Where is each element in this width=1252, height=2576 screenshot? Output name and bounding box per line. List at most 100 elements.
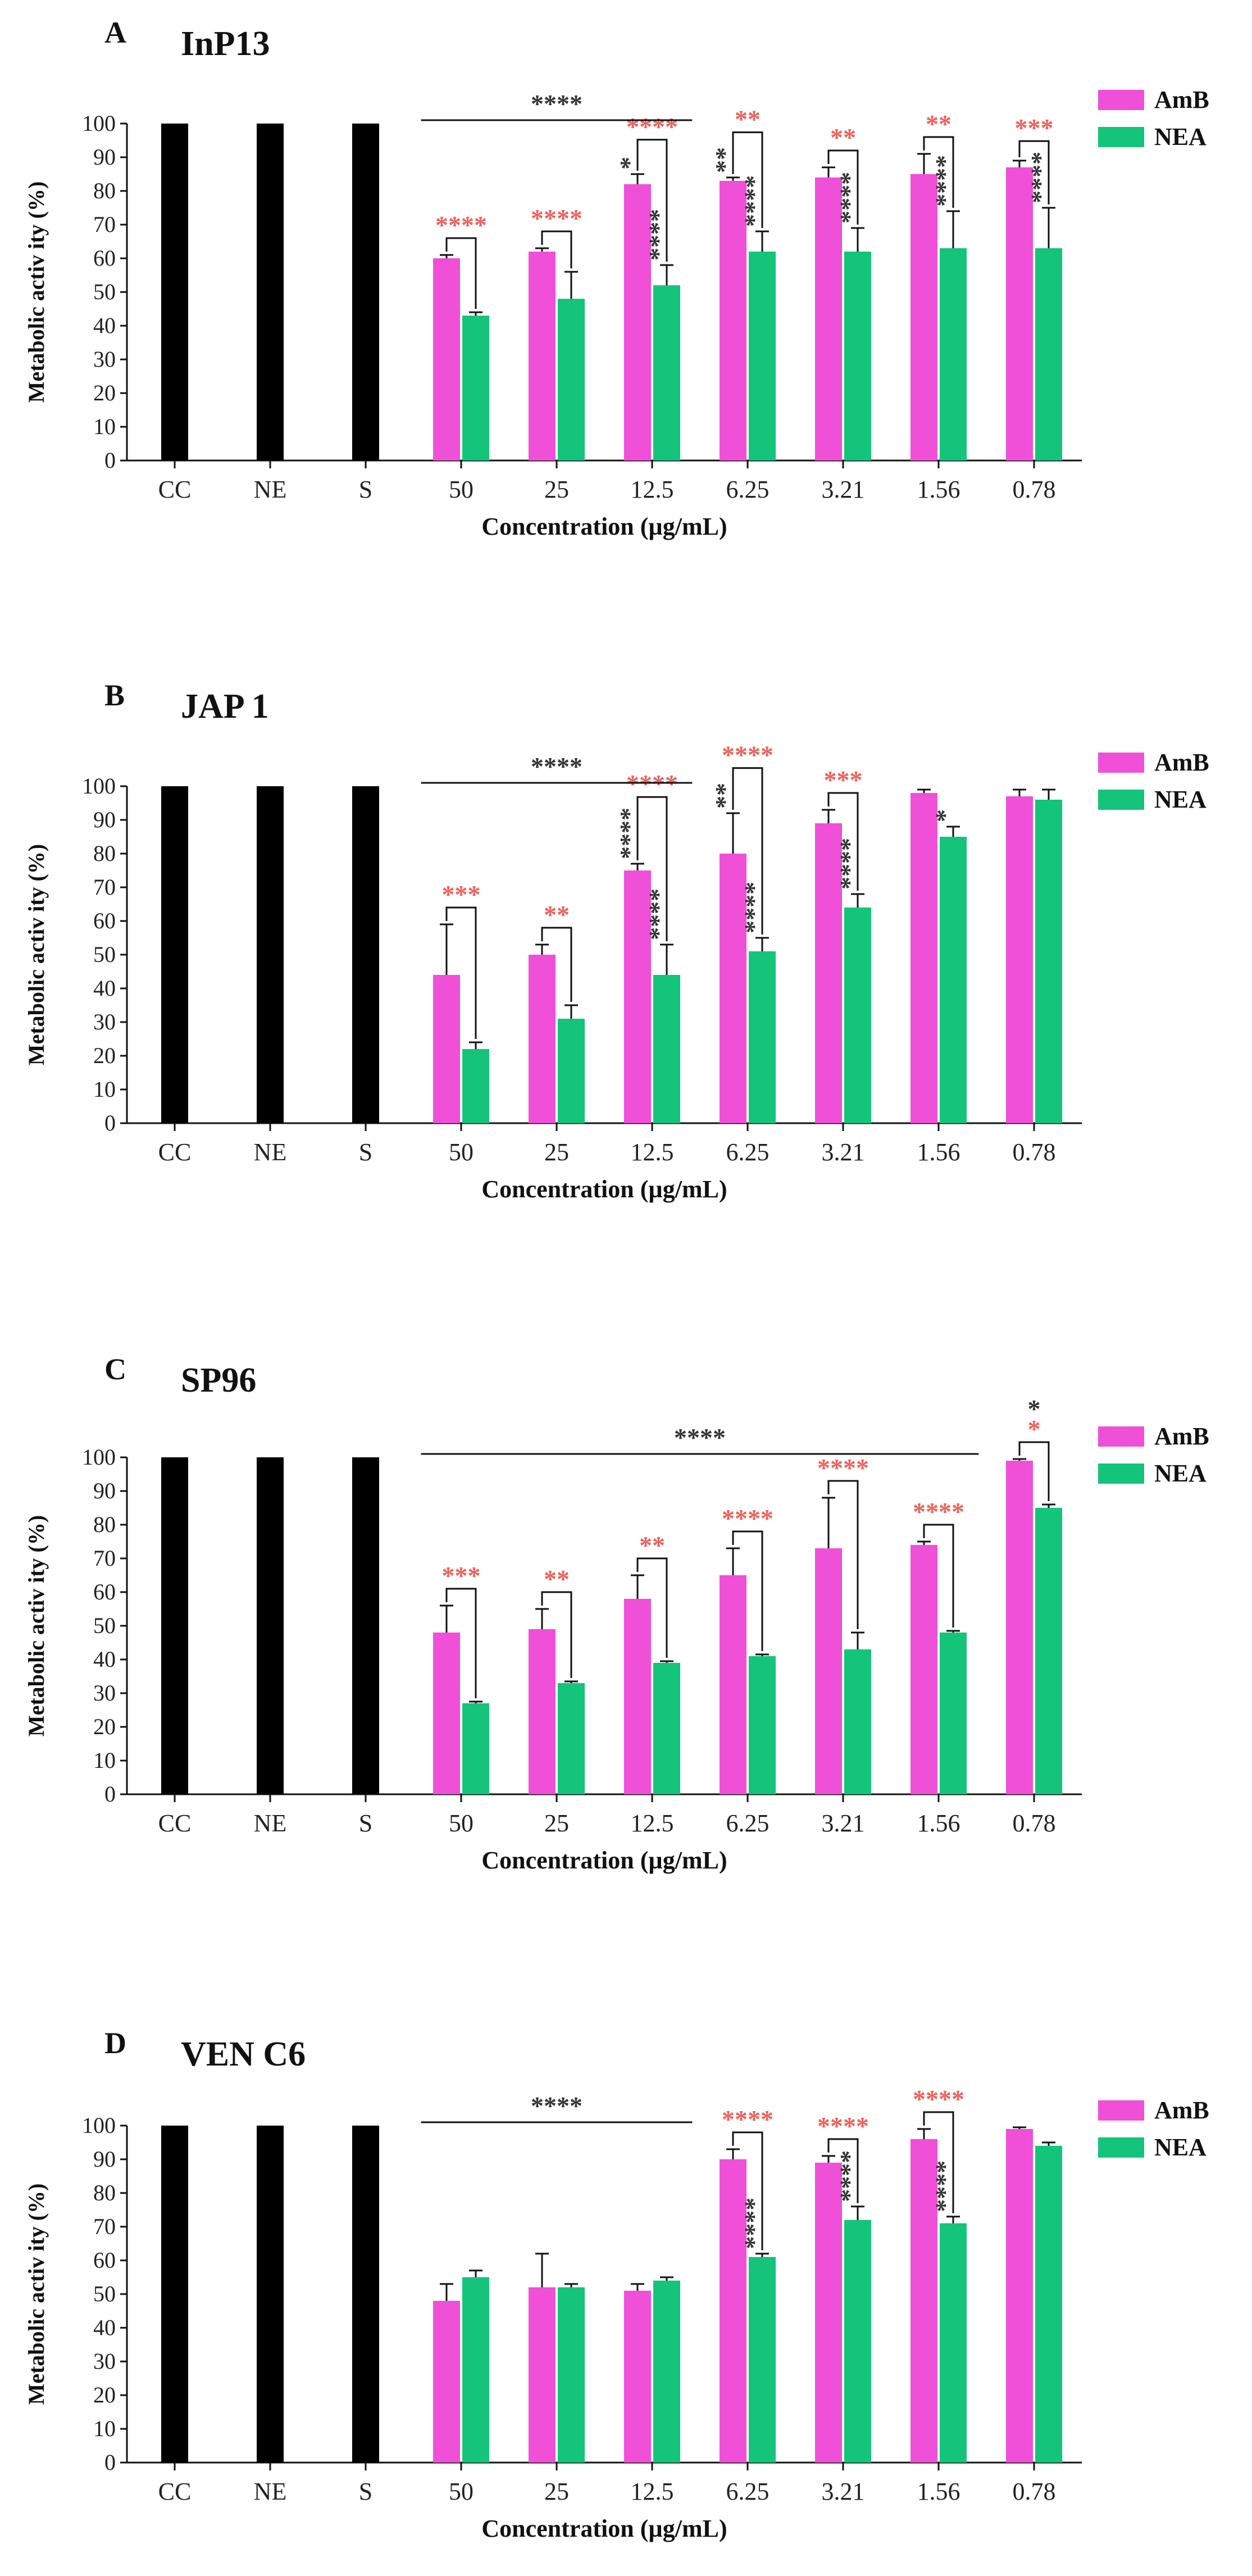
bar-nea xyxy=(1035,1508,1062,1794)
sig-bracket xyxy=(732,2131,763,2250)
group-bracket-label: **** xyxy=(531,89,582,118)
bar-amb xyxy=(624,184,651,461)
y-tick-label: 20 xyxy=(93,1714,116,1739)
bar-control-cc xyxy=(161,2126,188,2463)
sig-bracket xyxy=(636,796,668,941)
sig-amb: ** xyxy=(710,147,739,173)
sig-nea: **** xyxy=(835,172,863,224)
bar-control-cc xyxy=(161,786,188,1123)
bar-nea xyxy=(462,316,489,461)
sig-bracket xyxy=(636,139,668,262)
bar-control-s xyxy=(352,1457,379,1794)
y-tick-label: 50 xyxy=(93,942,116,967)
panel-title: JAP 1 xyxy=(181,687,269,726)
x-tick-label: 6.25 xyxy=(726,2478,770,2505)
sig-bracket xyxy=(923,2111,954,2213)
bar-nea xyxy=(940,837,967,1123)
bar-control-s xyxy=(352,2126,379,2463)
y-tick-label: 100 xyxy=(82,773,116,799)
x-tick-label: 6.25 xyxy=(726,476,770,503)
sig-nea: **** xyxy=(1026,152,1054,203)
bar-nea xyxy=(844,1649,871,1794)
x-tick-label: 12.5 xyxy=(631,1138,674,1166)
sig-pair: **** xyxy=(913,2085,964,2113)
bar-nea xyxy=(558,2287,585,2463)
y-tick-label: 30 xyxy=(93,1680,116,1706)
y-tick-label: 90 xyxy=(93,1478,116,1503)
chart-panel-a: A InP13 0 10 20 30 40 50 60 70 80 90 100 CC NE S 50 25 12.… xyxy=(24,16,1209,540)
bar-nea xyxy=(940,2223,967,2463)
bar-amb xyxy=(1006,167,1033,461)
y-tick-label: 10 xyxy=(93,1748,116,1773)
x-tick-label: CC xyxy=(158,1138,192,1166)
legend-label-amb: AmB xyxy=(1154,2096,1209,2124)
x-tick-label: 0.78 xyxy=(1013,1809,1056,1837)
x-tick-label: 0.78 xyxy=(1013,476,1056,503)
sig-bracket xyxy=(541,927,572,1002)
legend-swatch-amb xyxy=(1098,1426,1144,1447)
panel-title: VEN C6 xyxy=(181,2035,306,2073)
sig-amb: * xyxy=(614,157,643,170)
bar-amb xyxy=(720,181,746,461)
bar-amb xyxy=(910,1545,937,1794)
y-tick-label: 30 xyxy=(93,346,116,372)
panel-title: InP13 xyxy=(181,25,270,63)
y-tick-label: 60 xyxy=(93,2247,116,2273)
sig-pair: ** xyxy=(926,110,951,138)
x-tick-label: 50 xyxy=(449,476,474,503)
bar-amb xyxy=(815,1548,842,1794)
group-bracket-label: **** xyxy=(531,752,582,781)
y-tick-label: 50 xyxy=(93,1613,116,1638)
bar-amb xyxy=(910,2139,937,2463)
bar-control-s xyxy=(352,786,379,1123)
x-tick-label: 3.21 xyxy=(822,476,865,503)
bar-amb xyxy=(910,174,937,461)
bar-amb xyxy=(815,177,842,461)
panel-letter: C xyxy=(104,1352,126,1386)
legend-label-amb: AmB xyxy=(1154,86,1209,113)
bar-amb xyxy=(1006,2129,1033,2463)
x-tick-label: 25 xyxy=(544,1809,569,1837)
y-tick-label: 60 xyxy=(93,245,116,271)
bar-control-ne xyxy=(257,786,284,1123)
x-tick-label: 12.5 xyxy=(631,2478,674,2505)
bar-nea xyxy=(1035,248,1062,461)
x-tick-label: S xyxy=(359,1138,372,1166)
y-tick-label: 10 xyxy=(93,414,116,439)
bar-nea xyxy=(749,2257,776,2463)
x-axis-label: Concentration (µg/mL) xyxy=(481,513,727,540)
chart-panel-c: C SP96 0 10 20 30 40 50 60 70 80 90 100 CC NE S 50 25 12.5… xyxy=(24,1352,1209,1874)
bar-nea xyxy=(558,1683,585,1794)
sig-bracket xyxy=(636,1557,668,1658)
y-tick-label: 10 xyxy=(93,2416,116,2441)
sig-nea: **** xyxy=(644,209,672,261)
bar-nea xyxy=(462,1703,489,1794)
y-tick-label: 50 xyxy=(93,2281,116,2306)
x-tick-label: 50 xyxy=(449,2478,474,2505)
sig-bracket xyxy=(827,2138,859,2203)
bar-amb xyxy=(433,2301,460,2463)
y-tick-label: 90 xyxy=(93,807,116,832)
x-tick-label: CC xyxy=(158,476,192,503)
x-tick-label: S xyxy=(359,2478,372,2505)
bar-amb xyxy=(1006,796,1033,1123)
x-axis-label: Concentration (µg/mL) xyxy=(481,1846,727,1874)
bar-nea xyxy=(749,951,776,1123)
sig-amb: ** xyxy=(710,783,739,809)
sig-bracket xyxy=(445,237,477,309)
sig-bracket xyxy=(541,1591,572,1678)
x-tick-label: 50 xyxy=(449,1138,474,1166)
x-tick-label: 50 xyxy=(449,1809,474,1837)
x-tick-label: S xyxy=(359,476,372,503)
bar-nea xyxy=(653,285,680,461)
sig-bracket xyxy=(923,136,954,208)
y-axis-label: Metabolic activ ity (%) xyxy=(24,1515,49,1736)
y-tick-label: 40 xyxy=(93,1647,116,1672)
bar-nea xyxy=(558,299,585,461)
y-tick-label: 40 xyxy=(93,313,116,338)
bar-amb xyxy=(433,258,460,461)
bar-nea xyxy=(653,2281,680,2463)
chart-panel-d: D VEN C6 0 10 20 30 40 50 60 70 80 90 100 CC NE S 50 25 12… xyxy=(24,2026,1209,2542)
y-tick-label: 70 xyxy=(93,2214,116,2239)
